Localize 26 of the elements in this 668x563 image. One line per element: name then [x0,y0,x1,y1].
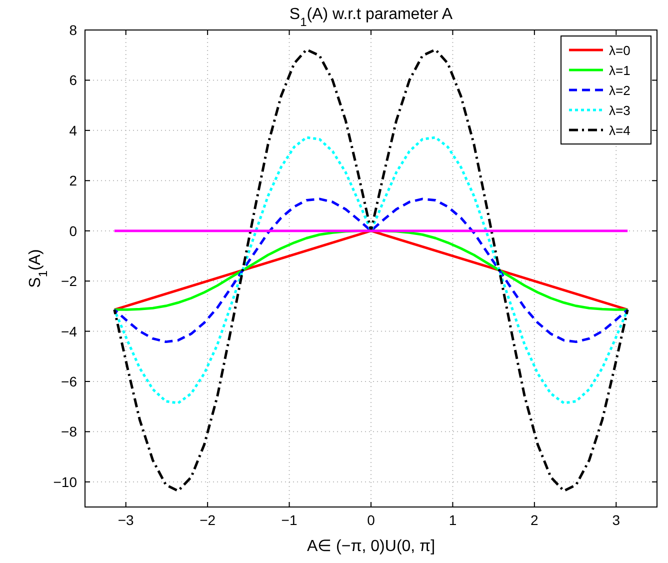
legend-label: λ=1 [609,63,630,78]
line-series [113,198,629,344]
chart-title: S$_{1}$(A) w.r.t parameter A [289,6,453,29]
y-tick-label: 0 [69,222,78,239]
y-tick-label: −4 [61,323,78,340]
x-tick-label: 0 [367,512,376,528]
y-tick-label: −8 [61,424,78,440]
x-tick-label: −3 [118,512,134,528]
x-tick-label: −1 [281,512,298,528]
x-tick-label: −2 [200,512,216,528]
y-tick-label: 4 [69,122,78,138]
x-tick-label: 1 [448,512,457,528]
legend-label: λ=2 [609,83,630,98]
x-axis-title: A∈ (−π, 0)U(0, π] [306,538,436,555]
y-tick-label: 8 [69,22,78,38]
legend-label: λ=3 [609,103,630,118]
line-series [113,136,629,404]
legend-label: λ=4 [609,123,630,138]
y-tick-label: 2 [69,172,78,189]
x-tick-label: 3 [612,512,620,528]
y-tick-label: −2 [61,273,78,290]
y-tick-label: −6 [61,373,78,390]
x-tick-label: 2 [530,512,539,528]
y-tick-label: 6 [69,72,78,88]
legend-label: λ=0 [609,43,630,58]
y-tick-label: −10 [53,474,78,490]
